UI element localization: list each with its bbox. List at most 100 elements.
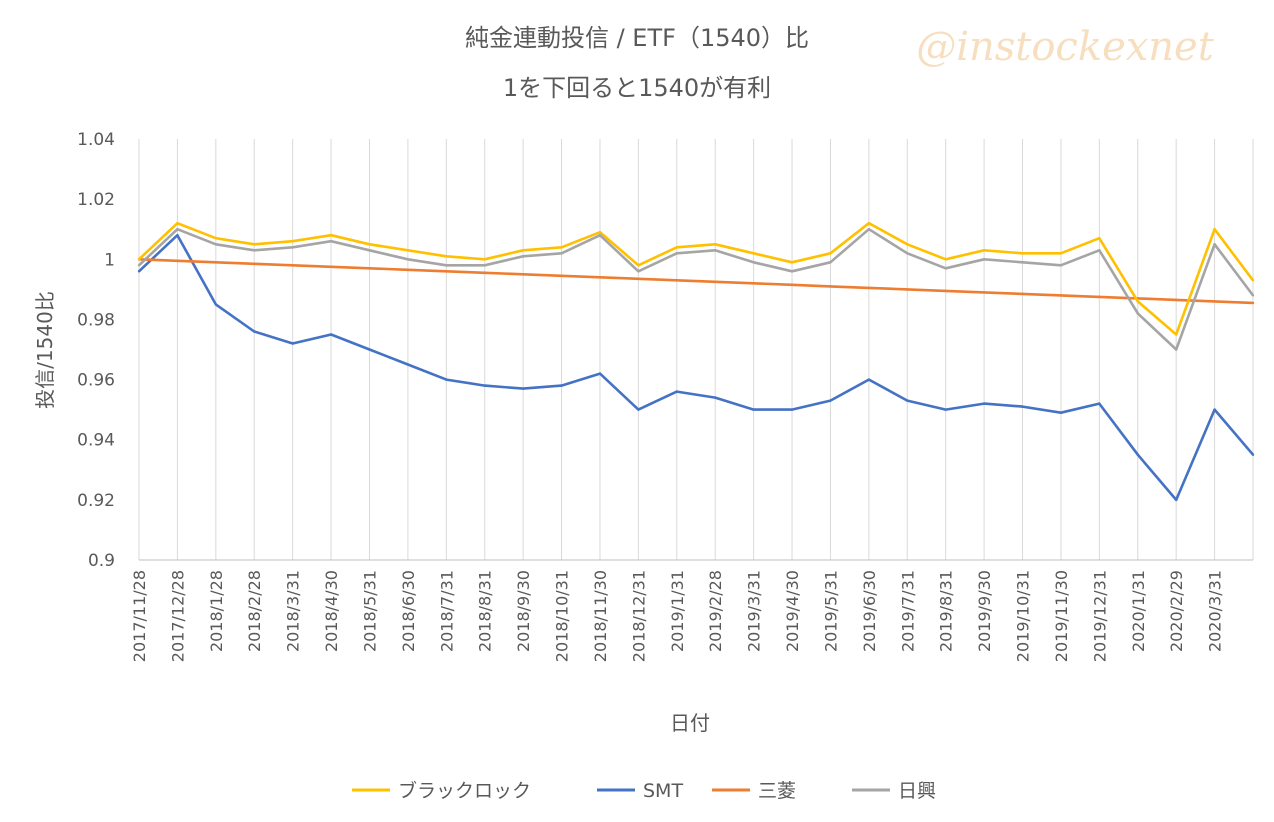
data-point: [944, 258, 947, 261]
data-point: [406, 249, 410, 252]
data-point: [253, 262, 256, 265]
data-point: [1021, 261, 1024, 264]
x-tick-label: 2019/6/30: [860, 570, 879, 652]
data-point: [521, 255, 525, 258]
data-point: [944, 267, 947, 270]
chart-title: 純金連動投信 / ETF（1540）比: [465, 24, 809, 52]
x-tick-label: 2018/7/31: [437, 570, 456, 652]
data-point: [598, 276, 602, 279]
data-point: [137, 258, 141, 261]
data-point: [483, 258, 486, 261]
data-point: [714, 249, 717, 252]
legend-label: 日興: [898, 780, 936, 802]
x-tick-label: 2018/4/30: [322, 570, 341, 652]
data-point: [675, 279, 678, 282]
x-tick-label: 2018/5/31: [360, 570, 379, 652]
x-tick-label: 2018/6/30: [399, 570, 418, 652]
data-point: [829, 285, 832, 288]
data-point: [752, 282, 755, 285]
x-axis-title: 日付: [670, 711, 710, 735]
x-tick-label: 2018/1/28: [207, 570, 226, 652]
data-point: [1213, 228, 1216, 231]
watermark-text: @instockexnet: [916, 24, 1215, 70]
data-point: [714, 396, 717, 399]
data-point: [675, 390, 678, 393]
data-point: [944, 289, 947, 293]
data-point: [291, 240, 294, 243]
series-line: [138, 233, 1254, 502]
data-point: [752, 408, 755, 411]
x-tick-label: 2019/1/31: [668, 570, 687, 652]
data-point: [253, 249, 256, 252]
data-point: [1098, 237, 1101, 240]
data-point: [829, 252, 832, 255]
data-point: [790, 270, 794, 273]
x-tick-label: 2018/2/28: [245, 570, 264, 652]
data-point: [368, 249, 371, 252]
data-point: [483, 271, 486, 275]
x-tick-label: 2020/1/31: [1129, 570, 1148, 652]
x-tick-label: 2018/3/31: [284, 570, 303, 652]
data-point: [1098, 249, 1101, 252]
data-point: [982, 258, 986, 261]
data-point: [176, 222, 179, 225]
data-point: [598, 234, 602, 237]
data-point: [1059, 294, 1063, 297]
x-tick-label: 2019/4/30: [783, 570, 802, 652]
y-axis-title: 投信/1540比: [33, 291, 57, 409]
data-point: [445, 264, 448, 267]
data-point: [137, 270, 141, 273]
legend: ブラックロック SMT 三菱 日興: [352, 779, 936, 802]
data-point: [790, 261, 794, 264]
data-point: [829, 399, 832, 402]
data-point: [867, 222, 871, 225]
data-point: [368, 243, 371, 246]
x-tick-label: 2019/5/31: [821, 570, 840, 652]
data-point: [675, 252, 678, 255]
data-point: [1021, 292, 1024, 296]
series-line: [138, 258, 1254, 305]
chart-subtitle: 1を下回ると1540が有利: [503, 74, 771, 102]
grid: [138, 139, 1254, 560]
data-point: [790, 283, 794, 287]
data-point: [1174, 498, 1178, 502]
data-point: [214, 303, 218, 306]
data-point: [867, 286, 871, 290]
data-point: [867, 228, 871, 231]
data-point: [1251, 301, 1255, 305]
data-point: [176, 259, 179, 262]
data-point: [483, 264, 486, 267]
data-point: [1251, 453, 1255, 456]
plot-area: [137, 221, 1255, 502]
x-tick-label: 2019/11/30: [1052, 570, 1071, 662]
data-point: [137, 264, 141, 267]
data-point: [752, 252, 755, 255]
data-point: [1251, 294, 1255, 297]
data-point: [1136, 453, 1139, 456]
data-point: [1174, 298, 1178, 302]
y-axis: 0.9 0.92 0.94 0.96 0.98 1 1.02 1.04: [77, 130, 115, 571]
x-tick-label: 2017/11/28: [130, 570, 149, 662]
data-point: [291, 264, 294, 267]
data-point: [982, 291, 986, 294]
y-tick-label: 1.02: [77, 190, 115, 210]
data-point: [598, 372, 602, 375]
x-axis: 2017/11/28 2017/12/28 2018/1/28 2018/2/28 20…: [130, 559, 1253, 662]
data-point: [714, 243, 717, 246]
data-point: [560, 246, 563, 249]
x-tick-label: 2020/3/31: [1206, 570, 1225, 652]
x-tick-label: 2018/10/31: [553, 570, 572, 662]
data-point: [406, 268, 410, 272]
data-point: [291, 342, 294, 345]
data-point: [329, 265, 333, 269]
data-point: [1059, 264, 1063, 267]
x-tick-label: 2019/2/28: [706, 570, 725, 652]
data-point: [1136, 312, 1139, 315]
data-point: [329, 333, 333, 336]
data-point: [637, 264, 640, 267]
data-point: [176, 234, 179, 237]
data-point: [214, 261, 218, 264]
series-line: [138, 227, 1255, 351]
data-point: [598, 231, 602, 234]
